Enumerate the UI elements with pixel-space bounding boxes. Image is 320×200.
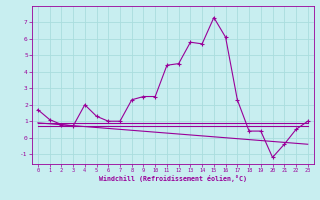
X-axis label: Windchill (Refroidissement éolien,°C): Windchill (Refroidissement éolien,°C) bbox=[99, 175, 247, 182]
